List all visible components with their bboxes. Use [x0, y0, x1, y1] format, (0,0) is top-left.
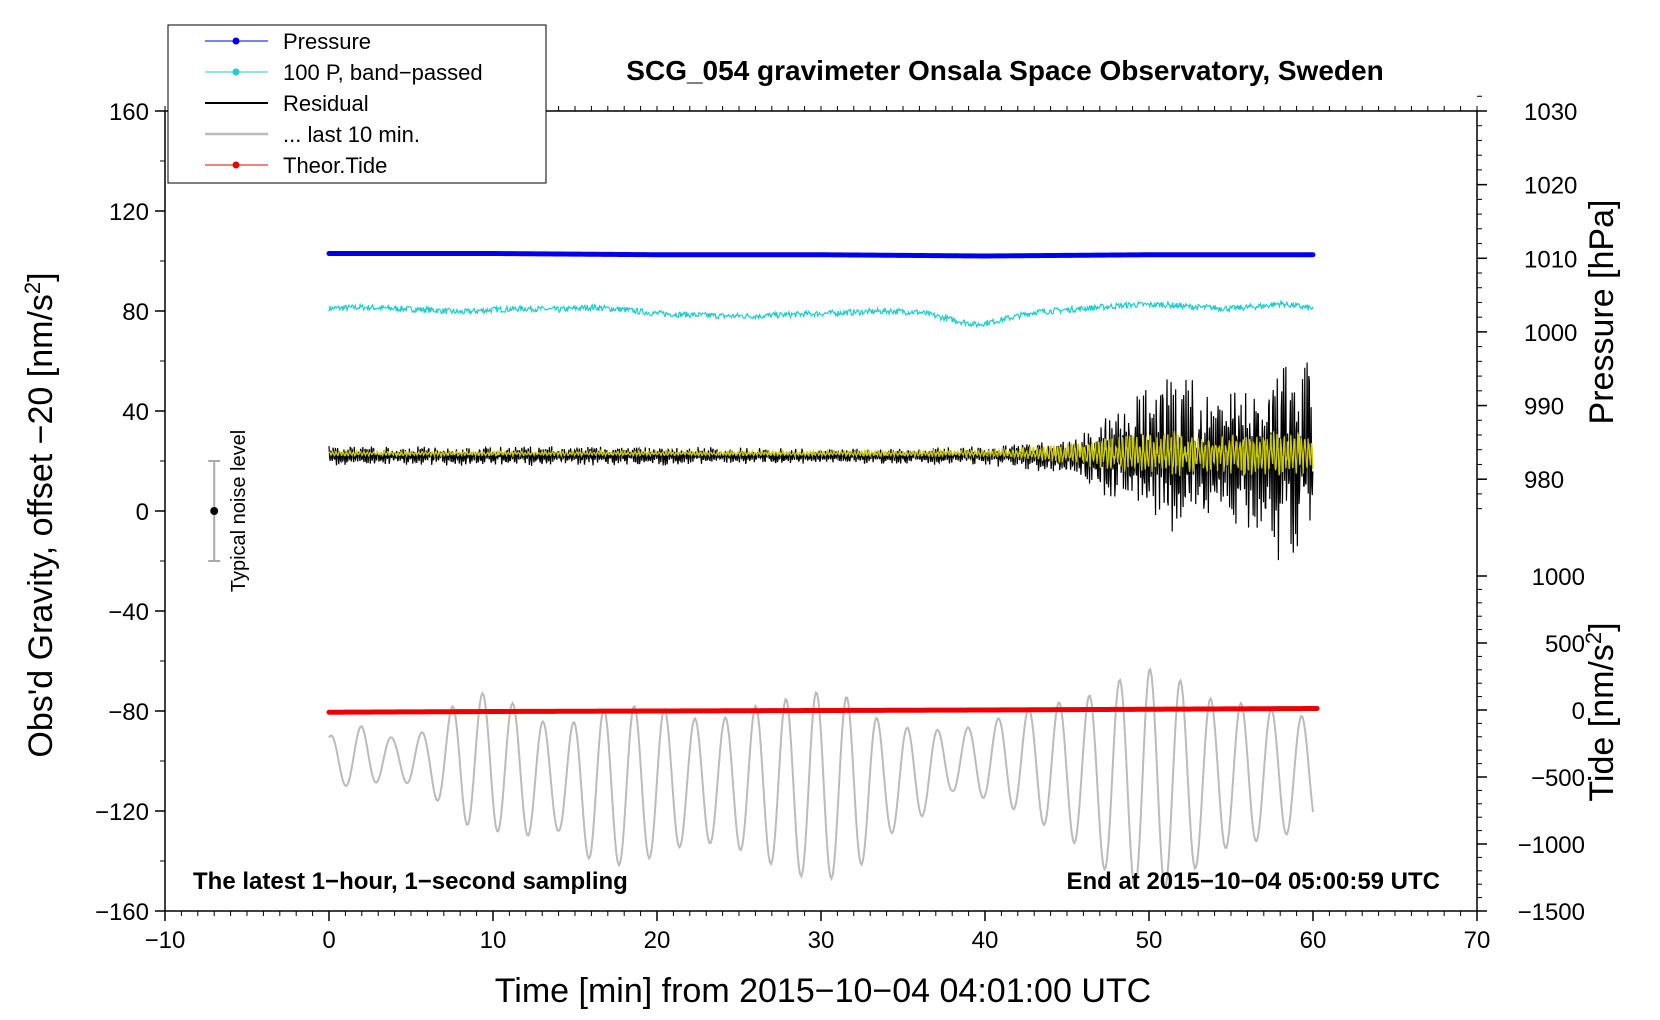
y-tick-label: 80	[122, 299, 149, 326]
x-tick-label: 30	[808, 927, 835, 954]
axis-ticks: −10 0 10 20 30 40 50 60 7016012080400−40−80−120−…	[95, 95, 1585, 954]
pressure-tick-label: 1020	[1524, 173, 1577, 200]
x-tick-label: −10	[145, 927, 186, 954]
y-tick-label: 120	[109, 199, 149, 226]
legend-marker	[232, 68, 240, 76]
x-axis-title: Time [min] from 2015−10−04 04:01:00 UTC	[495, 972, 1151, 1010]
noise-bar: Typical noise level	[208, 430, 250, 592]
tide-tick-label: −500	[1531, 765, 1585, 792]
y-axis-title-left: Obs'd Gravity, offset −20 [nm/s2]	[20, 272, 60, 757]
note-end-time: End at 2015−10−04 05:00:59 UTC	[1066, 868, 1440, 895]
tide-tick-label: −1000	[1518, 832, 1585, 859]
y-axis-title-tide: Tide [nm/s2]	[1581, 622, 1621, 801]
legend-label: Pressure	[283, 29, 371, 54]
y-tick-label: −80	[108, 699, 149, 726]
tide-tick-label: 500	[1545, 631, 1585, 658]
noise-bar-center-dot	[210, 507, 219, 515]
legend-marker	[232, 37, 240, 45]
y-tick-label: 40	[122, 399, 149, 426]
legend-marker	[232, 161, 240, 169]
chart-title: SCG_054 gravimeter Onsala Space Observat…	[626, 55, 1383, 86]
x-tick-label: 20	[644, 927, 671, 954]
y-tick-label: 160	[109, 99, 149, 126]
legend-label: 100 P, band−passed	[283, 60, 483, 85]
legend-label: Theor.Tide	[283, 153, 387, 178]
tide-tick-label: 1000	[1532, 564, 1585, 591]
series-layer	[326, 251, 1320, 891]
pressure-tick-label: 990	[1524, 394, 1564, 421]
series-line-theor-tide	[326, 706, 1320, 715]
legend-label: Residual	[283, 91, 369, 116]
y-tick-label: −160	[95, 899, 149, 926]
y-axis-title-pressure: Pressure [hPa]	[1583, 200, 1621, 425]
legend-label: ... last 10 min.	[283, 122, 420, 147]
x-tick-label: 50	[1136, 927, 1163, 954]
pressure-tick-label: 980	[1524, 467, 1564, 494]
note-sampling: The latest 1−hour, 1−second sampling	[193, 868, 628, 895]
series-line-residual-smoothed	[328, 431, 1314, 477]
series-line-last-10-min	[328, 667, 1314, 891]
y-tick-label: 0	[136, 499, 149, 526]
noise-bar-label: Typical noise level	[228, 430, 250, 592]
x-tick-label: 70	[1464, 927, 1491, 954]
x-tick-label: 60	[1300, 927, 1327, 954]
series-line-pressure	[326, 251, 1316, 259]
pressure-tick-label: 1010	[1524, 246, 1577, 273]
x-tick-label: 0	[322, 927, 335, 954]
pressure-tick-label: 1030	[1524, 99, 1577, 126]
pressure-tick-label: 1000	[1524, 320, 1577, 347]
y-tick-label: −40	[108, 599, 149, 626]
legend: Pressure 100 P, band−passed Residual ... la…	[167, 24, 547, 184]
x-tick-label: 10	[480, 927, 507, 954]
x-tick-label: 40	[972, 927, 999, 954]
y-tick-label: −120	[95, 799, 149, 826]
series-line-bandpassed-pressure	[328, 299, 1314, 329]
tide-tick-label: −1500	[1518, 899, 1585, 926]
tide-tick-label: 0	[1572, 698, 1585, 725]
